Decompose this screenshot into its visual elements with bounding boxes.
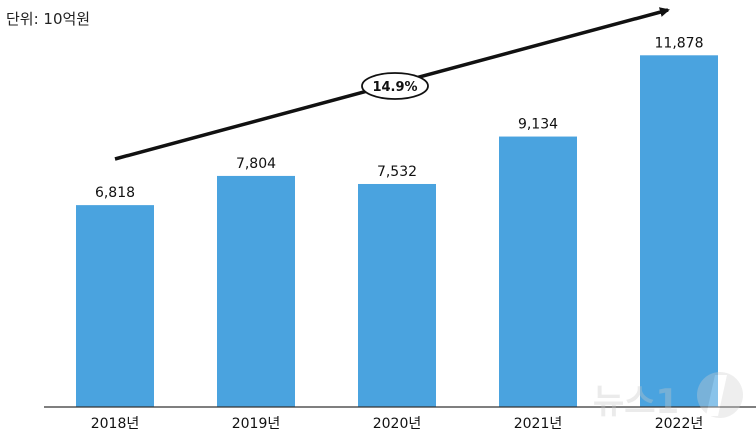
news1-logo-icon — [697, 372, 743, 418]
x-tick-label-2022년: 2022년 — [655, 416, 704, 432]
x-tick-labels-layer: 2018년 2019년 2020년 2021년 2022년 — [91, 416, 704, 432]
unit-label: 단위: 10억원 — [6, 10, 91, 28]
watermark: 뉴스1 — [593, 372, 743, 422]
growth-rate-label: 14.9% — [372, 80, 417, 95]
value-label-2018년: 6,818 — [95, 185, 135, 201]
x-tick-label-2019년: 2019년 — [232, 416, 281, 432]
value-label-2019년: 7,804 — [236, 156, 276, 172]
x-tick-label-2020년: 2020년 — [373, 416, 422, 432]
x-tick-label-2021년: 2021년 — [514, 416, 563, 432]
value-label-2020년: 7,532 — [377, 164, 417, 180]
bars-layer — [76, 55, 718, 408]
value-label-2021년: 9,134 — [518, 117, 558, 133]
bar-2020년 — [358, 183, 436, 407]
value-label-2022년: 11,878 — [655, 35, 704, 51]
value-labels-layer: 6,818 7,804 7,532 9,134 11,878 — [95, 35, 704, 201]
bar-2022년 — [640, 55, 718, 408]
watermark-text: 뉴스1 — [593, 382, 679, 422]
x-tick-label-2018년: 2018년 — [91, 416, 140, 432]
growth-rate-badge — [361, 72, 429, 100]
bar-2021년 — [499, 136, 577, 407]
bar-2018년 — [76, 205, 154, 407]
bar-2019년 — [217, 175, 295, 407]
